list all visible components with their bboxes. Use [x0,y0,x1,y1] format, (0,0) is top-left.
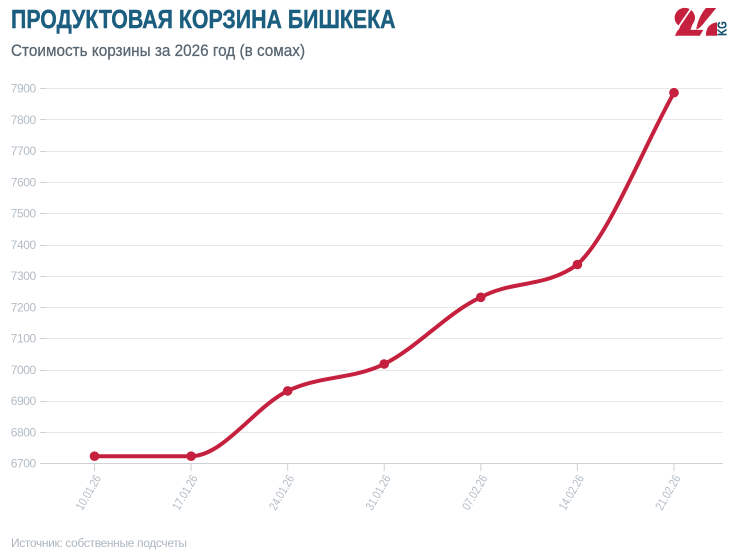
svg-text:6900: 6900 [11,394,37,408]
svg-text:7700: 7700 [11,144,37,158]
svg-text:7200: 7200 [11,300,37,314]
svg-text:6800: 6800 [11,425,37,439]
svg-text:21.02.26: 21.02.26 [653,473,683,512]
svg-text:7900: 7900 [11,82,37,96]
svg-text:7600: 7600 [11,175,37,189]
svg-text:7800: 7800 [11,113,37,127]
svg-text:14.02.26: 14.02.26 [557,473,587,512]
svg-text:17.01.26: 17.01.26 [170,473,200,512]
svg-text:7100: 7100 [11,332,37,346]
svg-text:7000: 7000 [11,363,37,377]
svg-text:10.01.26: 10.01.26 [74,473,104,512]
svg-text:7400: 7400 [11,238,37,252]
svg-text:31.01.26: 31.01.26 [364,473,394,512]
svg-text:6700: 6700 [11,457,37,471]
svg-text:KG: KG [716,21,729,36]
svg-text:07.02.26: 07.02.26 [460,473,490,512]
svg-text:7500: 7500 [11,207,37,221]
svg-text:7300: 7300 [11,269,37,283]
svg-text:24.01.26: 24.01.26 [267,473,297,512]
